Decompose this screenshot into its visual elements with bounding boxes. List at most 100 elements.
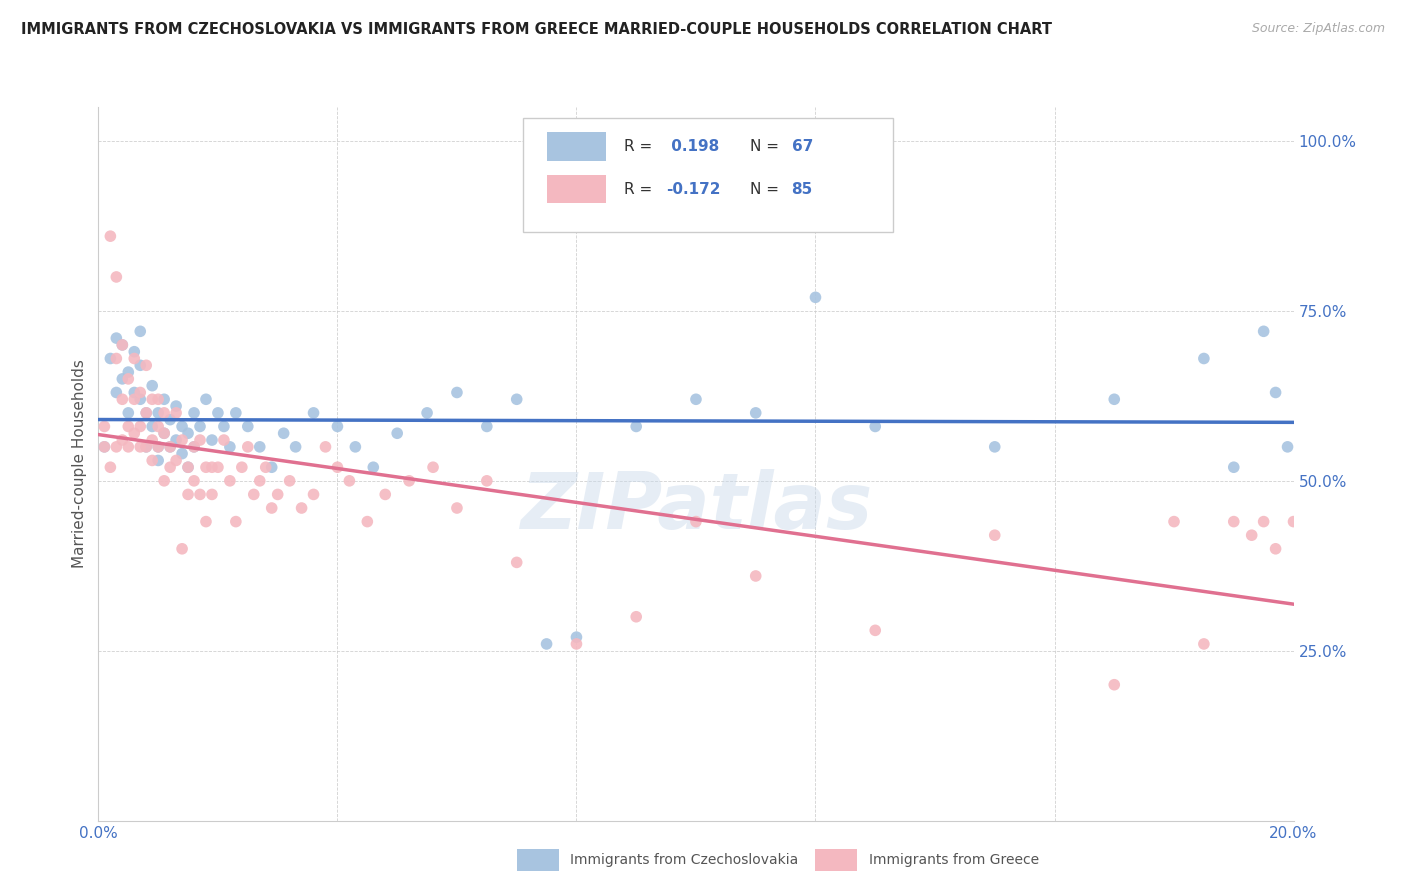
Point — [219, 440, 242, 454]
FancyBboxPatch shape — [523, 118, 893, 232]
Text: 67: 67 — [792, 139, 813, 153]
Point — [177, 460, 200, 475]
Point — [135, 440, 157, 454]
Point — [98, 351, 122, 366]
Text: Source: ZipAtlas.com: Source: ZipAtlas.com — [1251, 22, 1385, 36]
Point — [165, 433, 187, 447]
Point — [148, 392, 170, 407]
Point — [129, 392, 152, 407]
Point — [172, 541, 194, 556]
Point — [165, 406, 187, 420]
Point — [124, 385, 146, 400]
Point — [124, 351, 146, 366]
Point — [1277, 440, 1299, 454]
Point — [117, 419, 139, 434]
Point — [93, 440, 115, 454]
Point — [148, 453, 170, 467]
Point — [183, 440, 205, 454]
Point — [1104, 392, 1126, 407]
Point — [260, 460, 283, 475]
Point — [475, 419, 498, 434]
Point — [177, 487, 200, 501]
Point — [111, 338, 134, 352]
Point — [135, 440, 157, 454]
Point — [111, 433, 134, 447]
Point — [129, 440, 152, 454]
Point — [273, 426, 295, 441]
Point — [98, 229, 122, 244]
Point — [141, 433, 163, 447]
Point — [236, 440, 259, 454]
Point — [188, 487, 211, 501]
Point — [1223, 460, 1246, 475]
Point — [565, 630, 588, 644]
Point — [231, 460, 253, 475]
Point — [1264, 385, 1286, 400]
Point — [363, 460, 385, 475]
Point — [326, 460, 349, 475]
Point — [177, 426, 200, 441]
Point — [153, 392, 176, 407]
Bar — [517, 849, 558, 871]
Point — [339, 474, 361, 488]
Point — [135, 406, 157, 420]
Point — [105, 269, 128, 284]
Point — [260, 501, 283, 516]
Point — [506, 555, 529, 569]
Point — [1223, 515, 1246, 529]
Point — [195, 460, 218, 475]
Point — [356, 515, 378, 529]
Point — [105, 351, 128, 366]
Point — [148, 419, 170, 434]
Point — [111, 338, 134, 352]
Text: ZIPatlas: ZIPatlas — [520, 468, 872, 545]
Point — [141, 378, 163, 392]
Text: 0.198: 0.198 — [666, 139, 720, 153]
Point — [315, 440, 337, 454]
Point — [284, 440, 307, 454]
Point — [153, 426, 176, 441]
Point — [249, 440, 271, 454]
Point — [124, 344, 146, 359]
Point — [243, 487, 266, 501]
Text: Immigrants from Czechoslovakia: Immigrants from Czechoslovakia — [571, 853, 799, 867]
Point — [153, 474, 176, 488]
Point — [153, 426, 176, 441]
Point — [1192, 637, 1215, 651]
Point — [105, 385, 128, 400]
Point — [212, 419, 235, 434]
Point — [422, 460, 444, 475]
Point — [267, 487, 290, 501]
Point — [105, 331, 128, 345]
Point — [1192, 351, 1215, 366]
Point — [135, 406, 157, 420]
Bar — [547, 132, 606, 161]
Point — [141, 392, 163, 407]
Point — [129, 359, 152, 373]
Point — [159, 412, 181, 426]
Point — [1264, 541, 1286, 556]
Text: 85: 85 — [792, 182, 813, 196]
Text: -0.172: -0.172 — [666, 182, 721, 196]
Point — [201, 433, 224, 447]
Point — [172, 419, 194, 434]
Point — [135, 359, 157, 373]
Point — [165, 399, 187, 413]
Point — [254, 460, 277, 475]
Point — [302, 487, 325, 501]
Point — [1104, 678, 1126, 692]
Point — [207, 460, 229, 475]
Point — [159, 440, 181, 454]
Point — [446, 501, 468, 516]
Point — [207, 406, 229, 420]
Point — [1163, 515, 1185, 529]
Point — [201, 460, 224, 475]
Point — [124, 392, 146, 407]
Point — [1253, 324, 1275, 338]
Point — [148, 440, 170, 454]
Point — [536, 637, 558, 651]
Text: R =: R = — [624, 182, 658, 196]
Point — [236, 419, 259, 434]
Point — [159, 460, 181, 475]
Text: Immigrants from Greece: Immigrants from Greece — [869, 853, 1039, 867]
